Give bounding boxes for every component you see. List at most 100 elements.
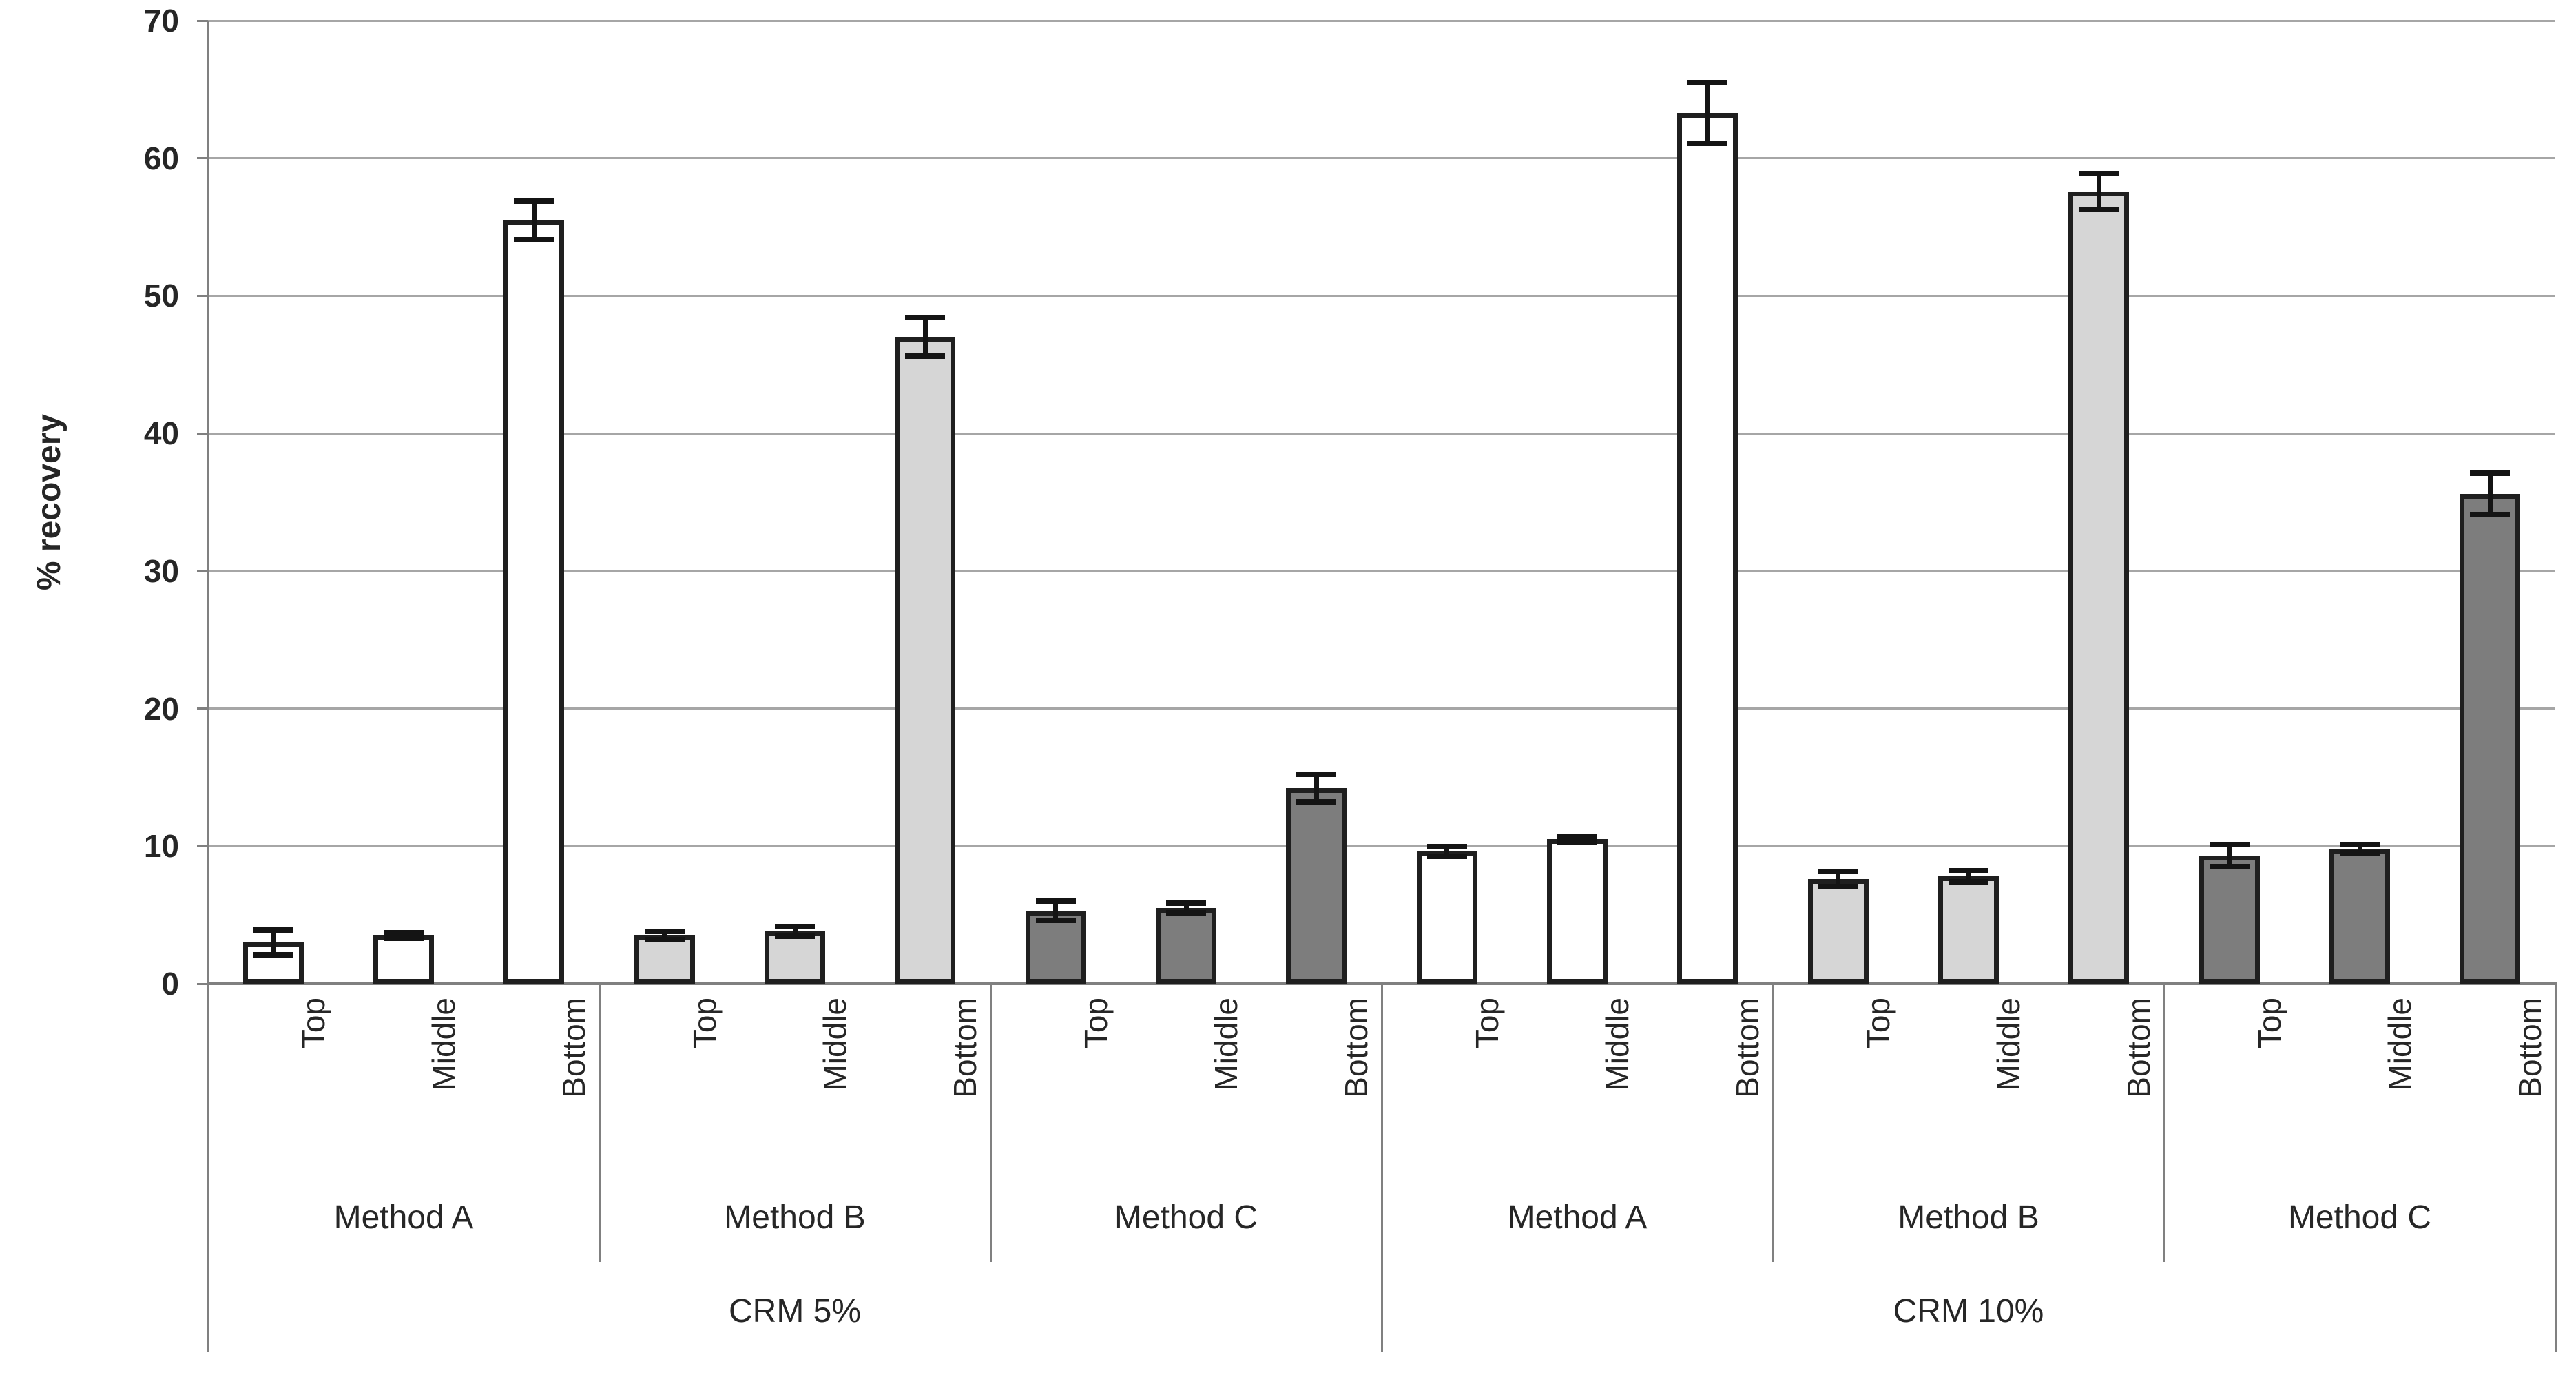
error-bar-cap-bottom (384, 935, 424, 942)
bar-CRM10-MethodA-bottom (1677, 112, 1738, 984)
y-tick (197, 707, 208, 710)
bar-CRM5-MethodB-middle (765, 931, 825, 984)
error-bar-line (2357, 845, 2362, 854)
error-bar-line (1836, 871, 1841, 887)
error-bar-cap-top (384, 930, 424, 936)
error-bar-line (922, 318, 928, 357)
category-label-top: Top (2251, 997, 2287, 1049)
method-label: Method B (724, 1199, 866, 1236)
error-bar-cap-top (2079, 170, 2119, 176)
bar-CRM10-MethodB-bottom (2068, 191, 2130, 984)
category-label-bottom: Bottom (1730, 997, 1766, 1098)
method-label: Method A (333, 1199, 474, 1236)
category-label-top: Top (686, 997, 723, 1049)
error-bar-line (531, 200, 537, 240)
bar-CRM10-MethodC-middle (2329, 849, 2390, 984)
gridline (208, 19, 2555, 22)
bar-CRM10-MethodB-middle (1938, 876, 1999, 984)
error-bar-line (1705, 82, 1710, 143)
bar-CRM10-MethodB-top (1807, 879, 1869, 984)
error-bar-cap-bottom (253, 952, 293, 958)
error-bar-line (792, 927, 798, 937)
error-bar-line (271, 930, 276, 955)
error-bar-cap-top (1296, 772, 1337, 778)
error-bar-line (2487, 473, 2493, 515)
crm-separator (2554, 984, 2557, 1352)
error-bar-cap-top (1949, 868, 1988, 874)
category-label-middle: Middle (426, 997, 461, 1091)
error-bar-cap-bottom (2079, 206, 2119, 212)
error-bar-line (2096, 173, 2101, 209)
y-tick-label: 40 (143, 415, 179, 452)
error-bar-line (662, 931, 667, 940)
bar-CRM5-MethodA-bottom (503, 220, 565, 984)
y-tick (197, 982, 208, 985)
error-bar-cap-top (1166, 900, 1206, 907)
category-label-top: Top (1468, 997, 1505, 1049)
y-tick (197, 19, 208, 22)
bar-CRM5-MethodB-bottom (895, 337, 956, 984)
error-bar-cap-bottom (1949, 879, 1988, 885)
category-label-top: Top (1077, 997, 1114, 1049)
error-bar-line (1183, 903, 1189, 913)
y-tick (197, 157, 208, 160)
category-label-middle: Middle (1208, 997, 1244, 1091)
category-label-bottom: Bottom (947, 997, 984, 1098)
error-bar-cap-top (1557, 834, 1597, 840)
error-bar-cap-bottom (2470, 511, 2511, 517)
method-separator (1772, 984, 1774, 1262)
crm-label: CRM 10% (1893, 1293, 2044, 1330)
category-label-top: Top (1860, 997, 1896, 1049)
error-bar-cap-top (1426, 844, 1467, 850)
y-tick-label: 10 (143, 828, 179, 865)
y-tick-label: 0 (161, 966, 179, 1002)
category-label-middle: Middle (2382, 997, 2418, 1091)
gridline (208, 845, 2555, 847)
bar-CRM10-MethodC-bottom (2460, 494, 2521, 984)
y-tick-label: 70 (143, 3, 179, 39)
y-tick-label: 20 (143, 690, 179, 727)
method-label: Method A (1507, 1199, 1648, 1236)
error-bar-line (1966, 871, 1971, 882)
gridline (208, 707, 2555, 710)
category-label-bottom: Bottom (556, 997, 592, 1098)
error-bar-cap-top (644, 929, 685, 935)
bar-CRM10-MethodC-top (2199, 856, 2260, 984)
y-tick-label: 30 (143, 552, 179, 589)
y-axis-title: % recovery (31, 413, 67, 591)
category-label-bottom: Bottom (2121, 997, 2157, 1098)
bar-CRM5-MethodA-middle (373, 935, 434, 984)
error-bar-cap-bottom (644, 937, 685, 943)
bar-CRM5-MethodB-top (634, 935, 695, 984)
gridline (208, 157, 2555, 160)
error-bar-cap-top (253, 927, 293, 933)
method-label: Method B (1898, 1199, 2039, 1236)
bar-CRM10-MethodA-top (1416, 851, 1477, 984)
error-bar-cap-bottom (905, 353, 946, 360)
error-bar-cap-top (905, 315, 946, 321)
error-bar-cap-bottom (1166, 910, 1206, 916)
error-bar-cap-bottom (514, 236, 554, 242)
gridline (208, 570, 2555, 572)
method-label: Method C (2287, 1199, 2432, 1236)
error-bar-cap-bottom (2340, 850, 2380, 856)
y-tick-label: 50 (143, 278, 179, 314)
y-tick-label: 60 (143, 140, 179, 176)
bar-CRM5-MethodC-middle (1156, 908, 1216, 984)
error-bar-cap-bottom (2209, 864, 2250, 870)
crm-separator (1380, 984, 1383, 1352)
category-label-bottom: Bottom (1338, 997, 1375, 1098)
error-bar-cap-bottom (1818, 884, 1858, 890)
error-bar-line (1444, 847, 1450, 857)
bar-CRM10-MethodA-middle (1547, 839, 1608, 984)
gridline (208, 294, 2555, 297)
error-bar-cap-bottom (1426, 854, 1467, 860)
error-bar-cap-top (775, 924, 815, 930)
method-separator (989, 984, 992, 1262)
error-bar-cap-top (1035, 898, 1076, 904)
error-bar-cap-bottom (1296, 799, 1337, 805)
error-bar-cap-bottom (1687, 140, 1728, 146)
error-bar-cap-top (2209, 842, 2250, 848)
category-label-middle: Middle (1599, 997, 1635, 1091)
